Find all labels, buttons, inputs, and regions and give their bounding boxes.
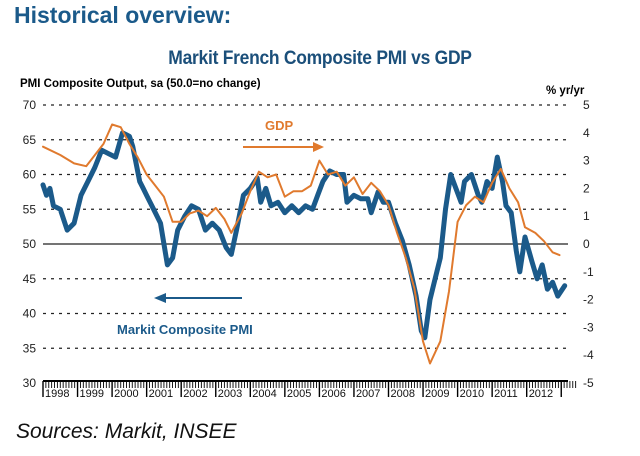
gdp-arrow-icon bbox=[243, 142, 324, 152]
pmi-line bbox=[40, 130, 568, 341]
left-tick-label: 35 bbox=[23, 341, 37, 355]
sources-note: Sources: Markit, INSEE bbox=[16, 420, 237, 443]
pmi-arrow-icon bbox=[154, 293, 242, 303]
x-tick-label: 2001 bbox=[149, 388, 173, 400]
legend-annotations: GDP Markit Composite PMI bbox=[117, 118, 324, 337]
right-tick-label: 0 bbox=[583, 237, 590, 251]
left-tick-label: 70 bbox=[23, 98, 37, 112]
right-tick-label: -5 bbox=[583, 376, 594, 390]
right-tick-label: 1 bbox=[583, 209, 590, 223]
x-tick-label: 2009 bbox=[425, 388, 449, 400]
x-tick-label: 2000 bbox=[114, 388, 138, 400]
left-tick-label: 30 bbox=[23, 376, 37, 390]
left-tick-label: 60 bbox=[23, 168, 37, 182]
x-tick-label: 2011 bbox=[494, 388, 518, 400]
x-tick-label: 2008 bbox=[391, 388, 415, 400]
right-tick-label: -3 bbox=[583, 320, 594, 334]
gdp-line bbox=[42, 123, 561, 365]
left-tick-label: 65 bbox=[23, 133, 37, 147]
pmi-legend-label: Markit Composite PMI bbox=[117, 322, 253, 337]
x-tick-label: 2012 bbox=[529, 388, 553, 400]
right-tick-label: 3 bbox=[583, 154, 590, 168]
right-tick-label: -2 bbox=[583, 293, 594, 307]
x-axis: 1998 1999 2000 2001 2002 2003 2004 2005 2006 2007… bbox=[42, 380, 577, 400]
x-tick-label: 2010 bbox=[460, 388, 484, 400]
x-tick-label: 2002 bbox=[183, 388, 207, 400]
x-tick-label: 2004 bbox=[252, 388, 276, 400]
x-tick-label: 1999 bbox=[80, 388, 104, 400]
left-tick-label: 45 bbox=[23, 272, 37, 286]
right-axis-label: % yr/yr bbox=[546, 85, 585, 97]
x-tick-label: 1998 bbox=[45, 388, 69, 400]
gdp-legend-label: GDP bbox=[265, 118, 294, 133]
left-axis-label: PMI Composite Output, sa (50.0=no change… bbox=[20, 78, 261, 90]
right-tick-label: -1 bbox=[583, 265, 594, 279]
right-tick-label: 5 bbox=[583, 98, 590, 112]
right-tick-label: -4 bbox=[583, 348, 594, 362]
chart-title: Markit French Composite PMI vs GDP bbox=[168, 48, 472, 69]
right-tick-label: 2 bbox=[583, 181, 590, 195]
right-axis-ticks: -5 -4 -3 -2 -1 0 1 2 3 4 5 bbox=[583, 98, 594, 390]
x-tick-label: 2007 bbox=[356, 388, 380, 400]
right-tick-label: 4 bbox=[583, 126, 590, 140]
left-tick-label: 55 bbox=[23, 202, 37, 216]
page-heading: Historical overview: bbox=[14, 2, 232, 28]
left-tick-label: 40 bbox=[23, 307, 37, 321]
x-tick-label: 2005 bbox=[287, 388, 311, 400]
x-tick-label: 2006 bbox=[321, 388, 345, 400]
left-tick-label: 50 bbox=[23, 237, 37, 251]
series-lines bbox=[40, 123, 568, 365]
left-axis-ticks: 30 35 40 45 50 55 60 65 70 bbox=[23, 98, 37, 390]
gridlines bbox=[43, 104, 568, 349]
x-tick-label: 2003 bbox=[218, 388, 242, 400]
